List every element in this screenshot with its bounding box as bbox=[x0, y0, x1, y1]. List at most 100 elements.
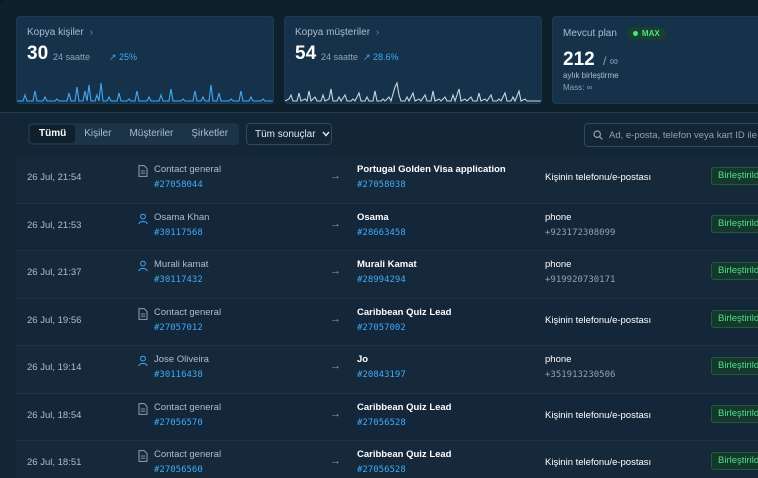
tab-contacts[interactable]: Kişiler bbox=[84, 128, 112, 139]
source-name: Murali kamat bbox=[154, 259, 209, 270]
source-id-link[interactable]: #27056560 bbox=[154, 465, 203, 475]
search-icon bbox=[593, 130, 603, 140]
tab-customers[interactable]: Müşteriler bbox=[129, 128, 174, 139]
source-id-link[interactable]: #30117432 bbox=[154, 275, 203, 285]
stat-title-label: Kopya kişiler bbox=[27, 27, 84, 38]
stat-period: 24 saatte bbox=[53, 52, 91, 62]
plan-value: 212 bbox=[563, 49, 595, 70]
target-id-link[interactable]: #28994294 bbox=[357, 275, 406, 285]
target-id-link[interactable]: #27056528 bbox=[357, 465, 406, 475]
match-field: Kişinin telefonu/e-postası bbox=[545, 172, 652, 183]
stat-card-contacts[interactable]: Kopya kişiler › 30 24 saatte ↗ 25% bbox=[16, 16, 274, 104]
row-time: 26 Jul, 21:53 bbox=[27, 219, 82, 231]
row-time: 26 Jul, 21:37 bbox=[27, 267, 82, 278]
arrow-right-icon: → bbox=[330, 265, 341, 277]
target-name: Murali Kamat bbox=[357, 259, 417, 270]
stats-bar: Kopya kişiler › 30 24 saatte ↗ 25% Kopya… bbox=[0, 0, 758, 112]
sparkline-contacts bbox=[17, 82, 273, 102]
sparkline-customers bbox=[285, 81, 541, 103]
tab-companies[interactable]: Şirketler bbox=[191, 128, 229, 139]
target-name: Caribbean Quiz Lead bbox=[357, 306, 452, 318]
search-input[interactable] bbox=[609, 129, 758, 141]
arrow-right-icon: → bbox=[330, 312, 341, 325]
stat-card-customers[interactable]: Kopya müşteriler › 54 24 saatte ↗ 28.6% bbox=[284, 16, 542, 104]
row-time: 26 Jul, 18:54 bbox=[27, 409, 82, 421]
target-name: Caribbean Quiz Lead bbox=[357, 449, 452, 460]
match-field-value: +351913230506 bbox=[545, 370, 616, 380]
target-name: Osama bbox=[357, 211, 389, 223]
tab-all[interactable]: Tümü bbox=[30, 125, 76, 143]
match-field: phone bbox=[545, 259, 572, 270]
document-icon bbox=[138, 449, 148, 462]
user-icon bbox=[138, 212, 148, 224]
target-id-link[interactable]: #27058038 bbox=[357, 180, 406, 190]
chevron-right-icon: › bbox=[376, 27, 380, 38]
stat-value: 30 bbox=[27, 43, 49, 64]
source-name: Contact general bbox=[154, 306, 222, 318]
status-badge: Birleştirildi bbox=[711, 452, 758, 470]
source-name: Osama Khan bbox=[154, 211, 210, 223]
match-field: Kişinin telefonu/e-postası bbox=[545, 314, 652, 326]
source-id-link[interactable]: #30117568 bbox=[154, 227, 203, 238]
target-name: Caribbean Quiz Lead bbox=[357, 401, 452, 413]
plan-title: Mevcut plan bbox=[563, 28, 617, 39]
user-icon bbox=[138, 354, 148, 367]
chevron-right-icon: › bbox=[89, 27, 94, 38]
status-badge: Birleştirildi bbox=[711, 167, 758, 185]
arrow-right-icon: → bbox=[330, 455, 341, 467]
status-dot-icon bbox=[632, 31, 638, 36]
plan-unit: / ∞ bbox=[603, 54, 619, 68]
list-item[interactable]: 26 Jul, 19:14 Jose Oliveira #30116438 → … bbox=[16, 346, 758, 394]
plan-sub-monthly: aylık birleştirme bbox=[563, 71, 619, 80]
source-id-link[interactable]: #30116438 bbox=[154, 370, 203, 380]
arrow-right-icon: → bbox=[330, 360, 341, 372]
stat-card-plan: Mevcut plan MAX 212 / ∞ aylık birleştirm… bbox=[552, 16, 758, 104]
merge-log-list: 26 Jul, 21:54 Contact general #27058044 … bbox=[16, 156, 758, 478]
source-id-link[interactable]: #27057012 bbox=[154, 322, 203, 333]
list-item[interactable]: 26 Jul, 18:51 Contact general #27056560 … bbox=[16, 441, 758, 478]
status-badge: Birleştirildi bbox=[711, 404, 758, 423]
results-select-value: Tüm sonuçlar bbox=[255, 128, 316, 140]
stat-title: Mevcut plan MAX bbox=[563, 27, 666, 40]
target-id-link[interactable]: #20843197 bbox=[357, 370, 406, 380]
search-box[interactable] bbox=[584, 123, 758, 147]
status-badge: Birleştirildi bbox=[711, 262, 758, 280]
source-name: Contact general bbox=[154, 449, 222, 460]
stat-title: Kopya kişiler › bbox=[27, 27, 93, 38]
row-time: 26 Jul, 18:51 bbox=[27, 457, 82, 468]
status-badge: Birleştirildi bbox=[711, 309, 758, 328]
stat-period: 24 saatte bbox=[321, 52, 359, 62]
plan-badge: MAX bbox=[626, 27, 666, 40]
document-icon bbox=[138, 307, 148, 320]
list-item[interactable]: 26 Jul, 19:56 Contact general #27057012 … bbox=[16, 298, 758, 346]
match-field: Kişinin telefonu/e-postası bbox=[545, 409, 652, 421]
arrow-right-icon: → bbox=[330, 407, 341, 420]
stat-trend: ↗ 28.6% bbox=[363, 52, 399, 62]
match-field: phone bbox=[545, 211, 572, 223]
row-time: 26 Jul, 19:14 bbox=[27, 362, 82, 373]
row-time: 26 Jul, 21:54 bbox=[27, 172, 82, 183]
stat-title: Kopya müşteriler › bbox=[295, 27, 379, 38]
chevron-down-icon bbox=[322, 131, 330, 137]
status-badge: Birleştirildi bbox=[711, 357, 758, 375]
source-id-link[interactable]: #27056570 bbox=[154, 417, 203, 428]
document-icon bbox=[138, 164, 148, 177]
plan-sub-mass: Mass: ∞ bbox=[563, 83, 593, 92]
filter-tabs: Tümü Kişiler Müşteriler Şirketler bbox=[28, 123, 240, 145]
filter-toolbar: Tümü Kişiler Müşteriler Şirketler Tüm so… bbox=[0, 112, 758, 156]
list-item[interactable]: 26 Jul, 21:53 Osama Khan #30117568 → Osa… bbox=[16, 203, 758, 251]
match-field: Kişinin telefonu/e-postası bbox=[545, 457, 652, 468]
target-id-link[interactable]: #27056528 bbox=[357, 417, 406, 428]
target-id-link[interactable]: #27057002 bbox=[357, 322, 406, 333]
stat-trend: ↗ 25% bbox=[109, 52, 138, 62]
source-id-link[interactable]: #27058044 bbox=[154, 180, 203, 190]
arrow-right-icon: → bbox=[330, 170, 341, 182]
list-item[interactable]: 26 Jul, 21:37 Murali kamat #30117432 → M… bbox=[16, 251, 758, 299]
match-field-value: +919920730171 bbox=[545, 275, 616, 285]
list-item[interactable]: 26 Jul, 21:54 Contact general #27058044 … bbox=[16, 156, 758, 204]
results-select[interactable]: Tüm sonuçlar bbox=[246, 123, 332, 145]
list-item[interactable]: 26 Jul, 18:54 Contact general #27056570 … bbox=[16, 393, 758, 441]
target-id-link[interactable]: #28663458 bbox=[357, 227, 406, 238]
match-field-value: +923172308099 bbox=[545, 227, 616, 238]
